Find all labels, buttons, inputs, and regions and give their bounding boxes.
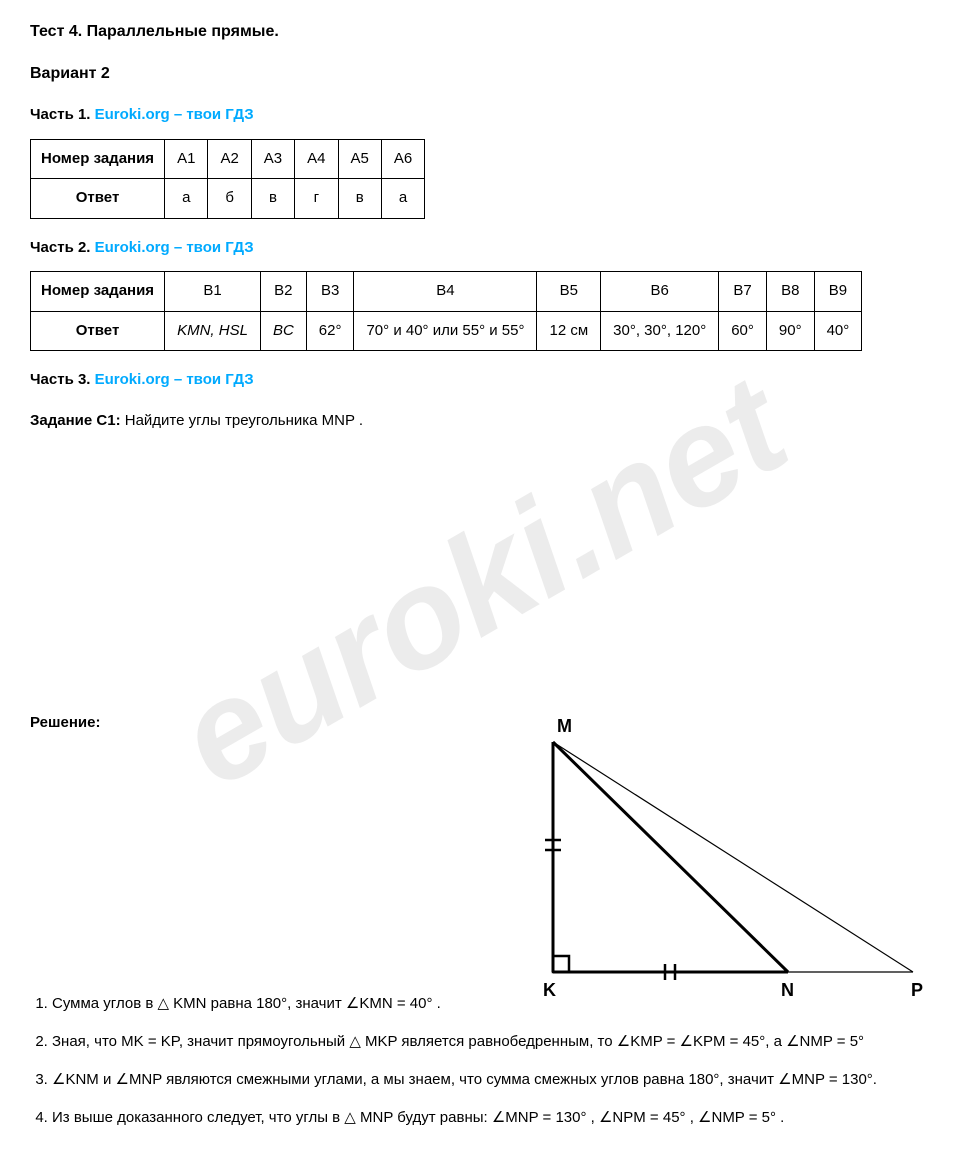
answer-cell: 30°, 30°, 120°: [601, 311, 719, 351]
part2-heading: Часть 2. Euroki.org – твои ГДЗ: [30, 237, 933, 260]
answer-cell: б: [208, 179, 251, 219]
col-header: В1: [165, 272, 261, 312]
answer-cell: в: [251, 179, 294, 219]
label-P: P: [911, 980, 923, 1000]
part3-link[interactable]: Euroki.org – твои ГДЗ: [95, 371, 254, 388]
col-header: В5: [537, 272, 601, 312]
row-header: Ответ: [31, 179, 165, 219]
col-header: В3: [306, 272, 354, 312]
part3-prefix: Часть 3.: [30, 371, 95, 388]
answer-cell: а: [165, 179, 208, 219]
label-M: M: [557, 716, 572, 736]
col-header: А2: [208, 139, 251, 179]
answer-cell: 12 см: [537, 311, 601, 351]
col-header: В2: [260, 272, 306, 312]
col-header: В6: [601, 272, 719, 312]
col-header: В9: [814, 272, 862, 312]
answer-cell: BC: [260, 311, 306, 351]
table-row: Ответ KMN, HSL BC 62° 70° и 40° или 55° …: [31, 311, 862, 351]
part1-table: Номер задания А1 А2 А3 А4 А5 А6 Ответ а …: [30, 139, 425, 219]
row-header: Номер задания: [31, 139, 165, 179]
answer-cell: 90°: [766, 311, 814, 351]
part1-heading: Часть 1. Euroki.org – твои ГДЗ: [30, 104, 933, 127]
col-header: В4: [354, 272, 537, 312]
figure-area: M K N P Решение:: [30, 712, 933, 992]
answer-cell: 62°: [306, 311, 354, 351]
part3-heading: Часть 3. Euroki.org – твои ГДЗ: [30, 369, 933, 392]
answer-cell: г: [295, 179, 338, 219]
part2-table: Номер задания В1 В2 В3 В4 В5 В6 В7 В8 В9…: [30, 271, 862, 351]
part1-prefix: Часть 1.: [30, 106, 95, 123]
triangle-diagram: M K N P: [513, 712, 933, 1012]
col-header: В8: [766, 272, 814, 312]
col-header: А6: [381, 139, 424, 179]
row-header: Ответ: [31, 311, 165, 351]
task-c1: Задание С1: Найдите углы треугольника MN…: [30, 410, 933, 433]
test-title: Тест 4. Параллельные прямые.: [30, 20, 933, 44]
answer-cell: 40°: [814, 311, 862, 351]
answer-cell: 70° и 40° или 55° и 55°: [354, 311, 537, 351]
answer-cell: а: [381, 179, 424, 219]
col-header: В7: [719, 272, 767, 312]
table-row: Номер задания В1 В2 В3 В4 В5 В6 В7 В8 В9: [31, 272, 862, 312]
answer-cell: в: [338, 179, 381, 219]
label-K: K: [543, 980, 556, 1000]
part1-link[interactable]: Euroki.org – твои ГДЗ: [95, 106, 254, 123]
col-header: А3: [251, 139, 294, 179]
part2-prefix: Часть 2.: [30, 239, 95, 256]
solution-list: Сумма углов в △ KMN равна 180°, значит ∠…: [52, 992, 933, 1130]
solution-step: Из выше доказанного следует, что углы в …: [52, 1106, 933, 1130]
task-text: Найдите углы треугольника MNP .: [121, 412, 363, 429]
task-label: Задание С1:: [30, 412, 121, 429]
table-row: Номер задания А1 А2 А3 А4 А5 А6: [31, 139, 425, 179]
answer-cell: KMN, HSL: [165, 311, 261, 351]
col-header: А5: [338, 139, 381, 179]
col-header: А4: [295, 139, 338, 179]
solution-step: Зная, что MK = KP, значит прямоугольный …: [52, 1030, 933, 1054]
solution-step: ∠KNM и ∠MNP являются смежными углами, а …: [52, 1068, 933, 1092]
label-N: N: [781, 980, 794, 1000]
row-header: Номер задания: [31, 272, 165, 312]
table-row: Ответ а б в г в а: [31, 179, 425, 219]
col-header: А1: [165, 139, 208, 179]
variant-label: Вариант 2: [30, 62, 933, 86]
answer-cell: 60°: [719, 311, 767, 351]
part2-link[interactable]: Euroki.org – твои ГДЗ: [95, 239, 254, 256]
